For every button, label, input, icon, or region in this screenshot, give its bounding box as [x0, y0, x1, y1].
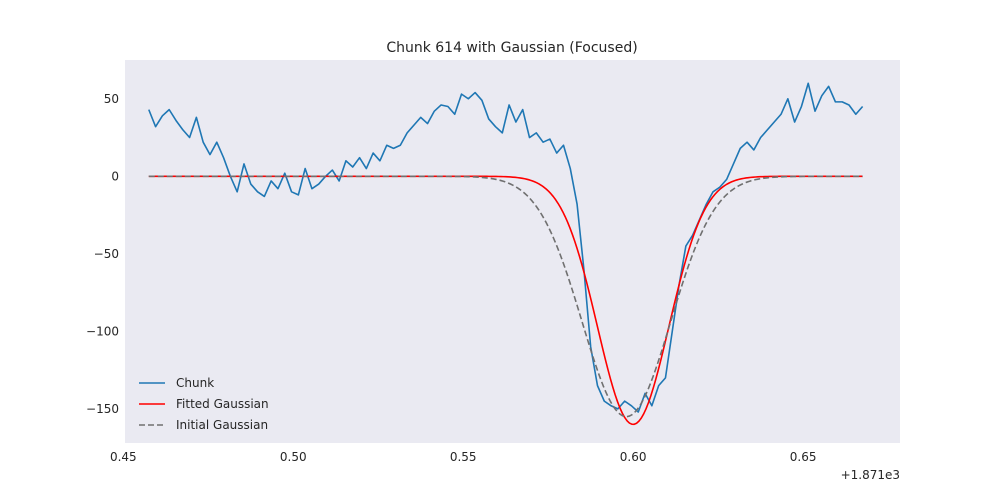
- chart-title: Chunk 614 with Gaussian (Focused): [386, 40, 637, 56]
- x-tick-label: 0.65: [790, 450, 817, 464]
- plot-area: [125, 60, 900, 443]
- y-tick-labels: 50 0 −50 −100 −150: [86, 92, 119, 416]
- y-tick-label: 0: [111, 169, 119, 183]
- y-tick-label: −150: [86, 402, 119, 416]
- legend-label: Initial Gaussian: [176, 418, 268, 432]
- series-group: [148, 82, 864, 426]
- legend: Chunk Fitted Gaussian Initial Gaussian: [139, 376, 269, 432]
- legend-label: Fitted Gaussian: [176, 397, 269, 411]
- y-tick-label: −100: [86, 324, 119, 338]
- series-line-chunk: [148, 82, 864, 413]
- x-tick-label: 0.50: [280, 450, 307, 464]
- x-offset-label: +1.871e3: [841, 468, 900, 482]
- x-tick-labels: 0.45 0.50 0.55 0.60 0.65: [110, 450, 817, 464]
- x-tick-label: 0.60: [620, 450, 647, 464]
- legend-label: Chunk: [176, 376, 214, 390]
- series-line-initial-gaussian: [148, 175, 863, 418]
- y-tick-label: 50: [104, 92, 119, 106]
- y-tick-label: −50: [94, 247, 119, 261]
- x-tick-label: 0.45: [110, 450, 137, 464]
- x-tick-label: 0.55: [450, 450, 477, 464]
